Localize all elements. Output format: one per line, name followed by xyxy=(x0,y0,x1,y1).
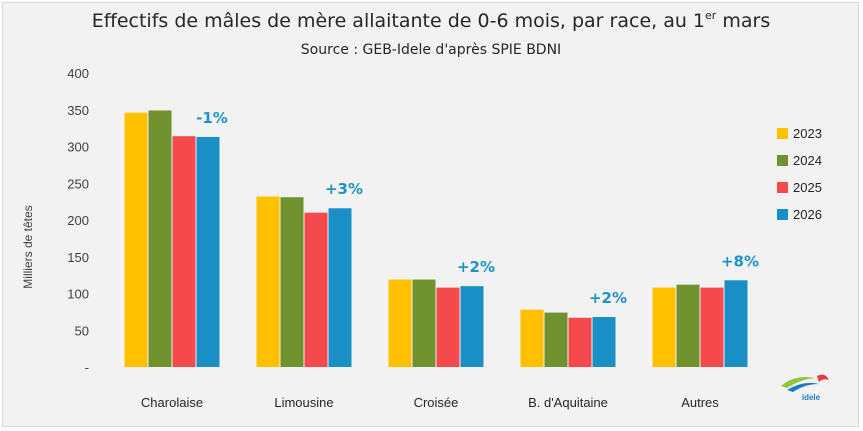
chart-title: Effectifs de mâles de mère allaitante de… xyxy=(92,9,770,32)
bar-2023-0 xyxy=(124,112,148,367)
bar-2026-2 xyxy=(460,286,484,367)
bar-2026-3 xyxy=(592,317,616,367)
category-label: Autres xyxy=(681,395,719,410)
change-annotation: +3% xyxy=(325,180,363,198)
logo-text: idele xyxy=(802,393,821,402)
bar-2024-2 xyxy=(412,279,436,367)
bar-2023-1 xyxy=(256,196,280,367)
bar-2023-3 xyxy=(520,309,544,367)
logo-leaf-green xyxy=(781,377,815,388)
category-label: B. d'Aquitaine xyxy=(528,395,608,410)
bar-2023-2 xyxy=(388,279,412,367)
bars xyxy=(124,110,748,368)
legend-swatch-2023 xyxy=(777,128,788,139)
logo-leaf-red xyxy=(817,374,829,382)
bar-2026-1 xyxy=(328,208,352,367)
y-tick-label: 50 xyxy=(75,323,89,338)
y-tick-label: 100 xyxy=(67,287,89,302)
y-tick-label: 250 xyxy=(67,176,89,191)
change-annotation: +8% xyxy=(721,252,759,270)
legend-label-2024: 2024 xyxy=(793,153,822,168)
category-label: Croisée xyxy=(414,395,459,410)
y-tick-label: 300 xyxy=(67,140,89,155)
category-label: Limousine xyxy=(274,395,333,410)
bar-2025-0 xyxy=(172,136,196,367)
y-axis-label: Milliers de têtes xyxy=(21,205,35,288)
legend-label-2026: 2026 xyxy=(793,207,822,222)
bar-2026-0 xyxy=(196,136,220,367)
change-annotation: +2% xyxy=(457,258,495,276)
legend-label-2025: 2025 xyxy=(793,180,822,195)
bar-2026-4 xyxy=(724,280,748,367)
legend-label-2023: 2023 xyxy=(793,126,822,141)
legend-swatch-2026 xyxy=(777,209,788,220)
bar-2024-4 xyxy=(676,284,700,367)
y-tick-label: 200 xyxy=(67,213,89,228)
category-labels: Charolaise Limousine Croisée B. d'Aquitaine… xyxy=(141,395,719,410)
chart-title-end: mars xyxy=(716,10,770,32)
chart-subtitle: Source : GEB-Idele d'après SPIE BDNI xyxy=(301,42,561,58)
logo-leaf-blue xyxy=(787,382,819,392)
chart-title-superscript: er xyxy=(705,9,717,22)
bar-2023-4 xyxy=(652,287,676,367)
category-label: Charolaise xyxy=(141,395,203,410)
y-axis-ticks: 400 350 300 250 200 150 100 50 - xyxy=(67,66,89,375)
bar-2024-3 xyxy=(544,312,568,367)
y-tick-label: 150 xyxy=(67,250,89,265)
y-tick-label: 400 xyxy=(67,66,89,81)
annotations: -1% +3% +2% +2% +8% xyxy=(196,109,759,307)
bar-2025-2 xyxy=(436,287,460,367)
change-annotation: +2% xyxy=(589,289,627,307)
bar-2024-1 xyxy=(280,197,304,367)
y-tick-label: - xyxy=(85,360,89,375)
bar-2025-1 xyxy=(304,212,328,367)
legend: 2023 2024 2025 2026 xyxy=(777,126,822,222)
legend-swatch-2024 xyxy=(777,155,788,166)
legend-swatch-2025 xyxy=(777,182,788,193)
y-tick-label: 350 xyxy=(67,103,89,118)
bar-2025-4 xyxy=(700,287,724,367)
change-annotation: -1% xyxy=(196,109,228,127)
bar-2025-3 xyxy=(568,317,592,367)
bar-2024-0 xyxy=(148,110,172,368)
idele-logo: idele xyxy=(781,374,829,402)
